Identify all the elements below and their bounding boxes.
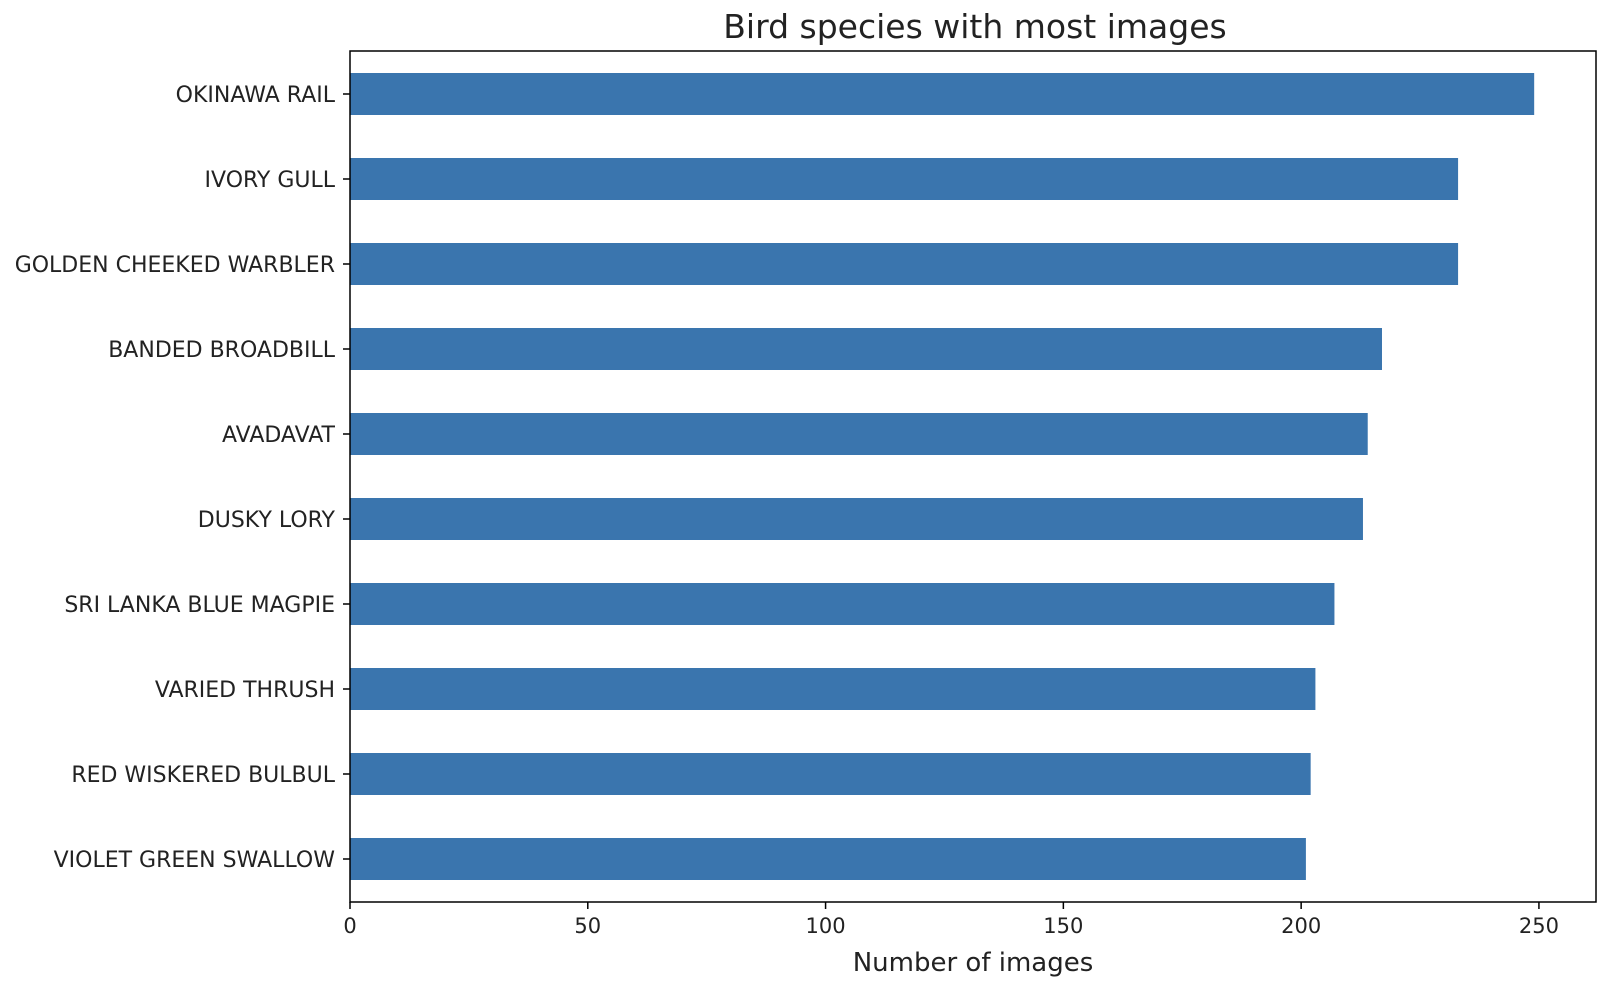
y-tick-label: VIOLET GREEN SWALLOW	[54, 848, 336, 873]
bar-ivory-gull	[350, 158, 1459, 200]
chart-title: Bird species with most images	[723, 7, 1226, 46]
y-tick-label: GOLDEN CHEEKED WARBLER	[15, 253, 335, 278]
x-tick-label: 100	[806, 914, 846, 938]
x-tick-label: 0	[343, 914, 356, 938]
bar-okinawa-rail	[350, 73, 1535, 115]
plot-frame	[349, 50, 1597, 903]
bar-banded-broadbill	[350, 328, 1382, 370]
x-tick-label: 200	[1281, 914, 1321, 938]
bar-avadavat	[350, 413, 1368, 455]
x-tick-label: 250	[1519, 914, 1559, 938]
y-axis-ticks: OKINAWA RAIL IVORY GULL GOLDEN CHEEKED WAR…	[15, 83, 350, 873]
bar-violet-green-swallow	[350, 838, 1306, 880]
y-tick-label: IVORY GULL	[205, 168, 336, 193]
bar-varied-thrush	[350, 668, 1316, 710]
y-tick-label: SRI LANKA BLUE MAGPIE	[64, 593, 335, 618]
bars-group	[350, 73, 1535, 880]
bar-sri-lanka-blue-magpie	[350, 583, 1335, 625]
x-axis-label: Number of images	[853, 948, 1094, 978]
y-tick-label: DUSKY LORY	[198, 508, 336, 533]
bar-red-wiskered-bulbul	[350, 753, 1311, 795]
x-tick-label: 150	[1043, 914, 1083, 938]
x-axis-ticks: 0 50 100 150 200 250	[343, 902, 1559, 938]
y-tick-label: RED WISKERED BULBUL	[71, 763, 335, 788]
bar-dusky-lory	[350, 498, 1363, 540]
bar-golden-cheeked-warbler	[350, 243, 1459, 285]
y-tick-label: BANDED BROADBILL	[108, 338, 336, 363]
x-tick-label: 50	[574, 914, 601, 938]
y-tick-label: AVADAVAT	[222, 423, 336, 448]
y-tick-label: VARIED THRUSH	[155, 678, 335, 703]
y-tick-label: OKINAWA RAIL	[176, 83, 336, 108]
